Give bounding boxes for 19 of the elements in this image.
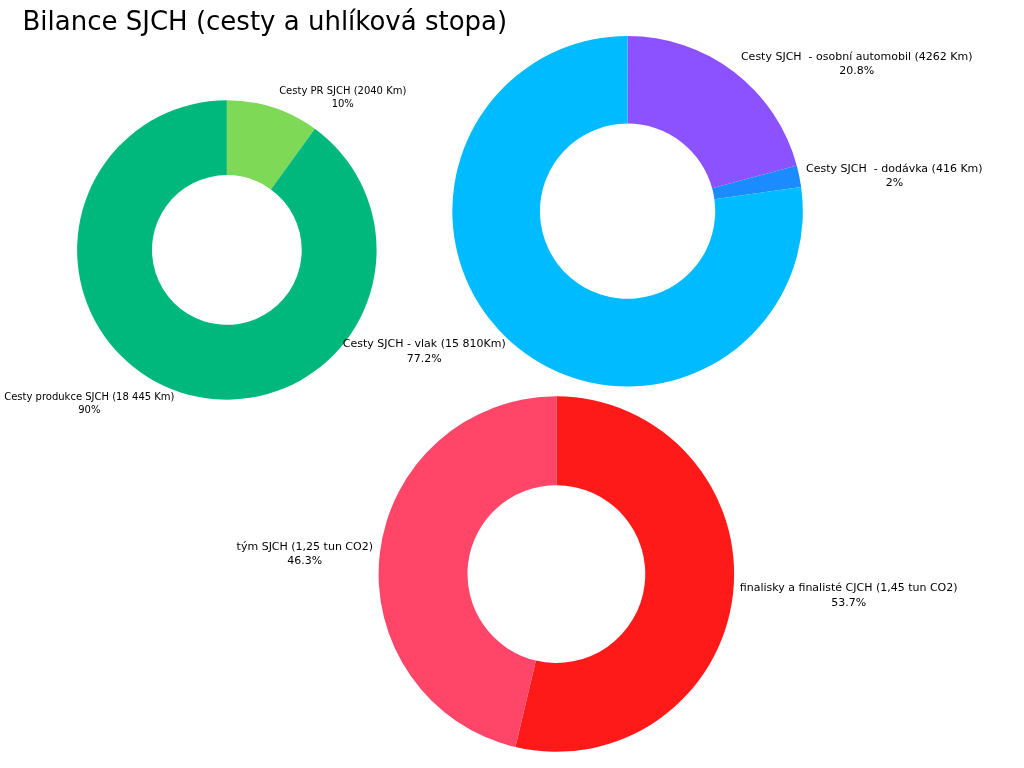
data-label: 10%	[331, 97, 354, 109]
data-label: 20.8%	[839, 64, 875, 78]
donut-slice	[712, 165, 802, 200]
slice-label: Cesty PR SJCH (2040 Km)	[279, 84, 407, 96]
slice-label: finalisky a finalisté CJCH (1,45 tun CO2)	[739, 581, 958, 595]
slice-label: Cesty SJCH - osobní automobil (4262 Km)	[740, 49, 973, 63]
data-label: 77.2%	[406, 351, 442, 365]
slice-label: tým SJCH (1,25 tun CO2)	[236, 539, 373, 553]
chart-title: Bilance SJCH (cesty a uhlíková stopa)	[22, 5, 508, 36]
slice-label: Cesty SJCH - vlak (15 810Km)	[342, 337, 506, 351]
data-label: 2%	[885, 176, 904, 190]
data-label: 53.7%	[831, 595, 867, 609]
donut-slice	[226, 100, 315, 190]
slice-label: Cesty produkce SJCH (18 445 Km)	[4, 391, 175, 403]
data-label: 46.3%	[287, 553, 323, 567]
donut-slice	[378, 396, 557, 748]
slice-label: Cesty SJCH - dodávka (416 Km)	[806, 162, 983, 176]
data-label: 90%	[78, 404, 101, 416]
donut-slice	[515, 396, 735, 752]
